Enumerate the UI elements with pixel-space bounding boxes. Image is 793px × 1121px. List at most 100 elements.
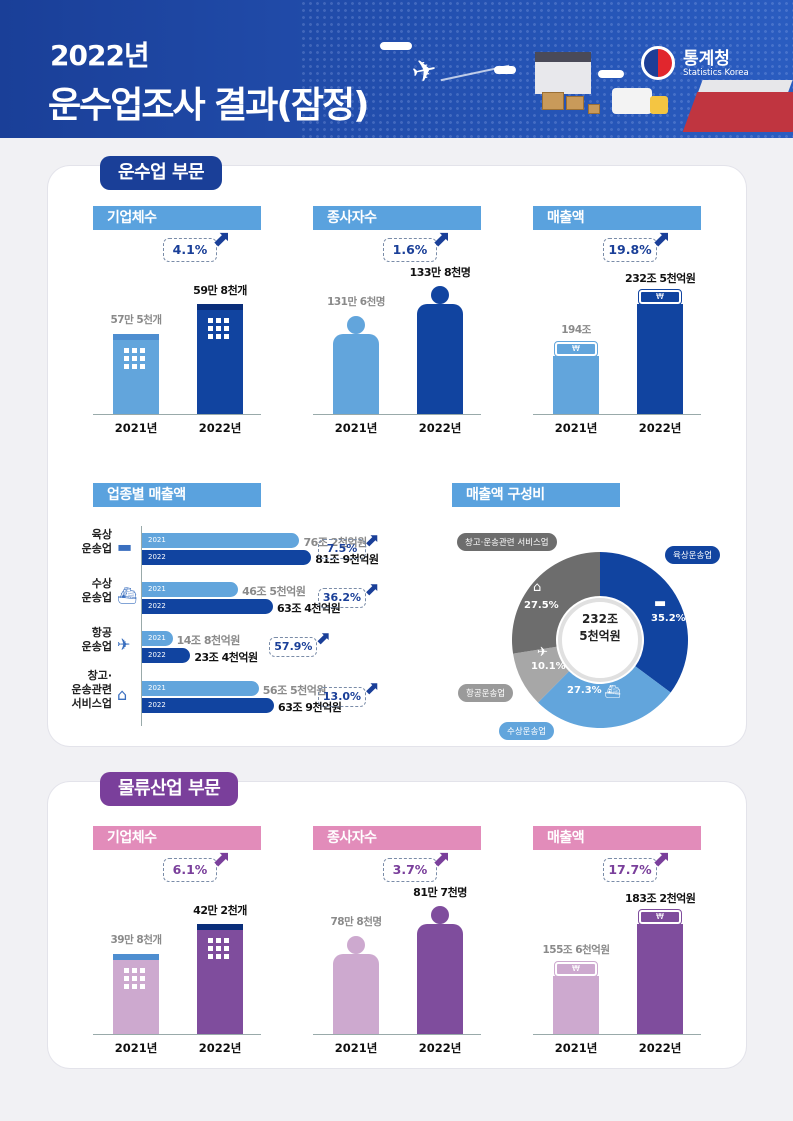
value-2022: 59만 8천개 bbox=[193, 284, 247, 297]
hbar-2021: 2021 bbox=[142, 681, 259, 696]
pct-air: 10.1% bbox=[531, 661, 566, 672]
value-2022: 232조 5천억원 bbox=[625, 272, 696, 285]
slice-air bbox=[513, 646, 570, 703]
warehouse-icon bbox=[535, 52, 591, 94]
industry-name: 항공 운송업 bbox=[81, 626, 112, 653]
bar-year: 2021 bbox=[148, 536, 166, 544]
box-icon bbox=[542, 92, 564, 110]
building-windows-icon bbox=[208, 938, 229, 959]
donut-hole bbox=[558, 598, 642, 682]
year-label: 2021년 bbox=[554, 1041, 598, 1055]
baseline bbox=[313, 1034, 481, 1035]
truck-icon: ▬ bbox=[654, 596, 667, 611]
industry-value-2021: 46조 5천억원 bbox=[242, 585, 306, 598]
up-arrow-icon: ⬈ bbox=[431, 847, 450, 872]
up-arrow-icon: ⬈ bbox=[211, 227, 230, 252]
bar-2022 bbox=[637, 924, 683, 1034]
total-amount-unit: 5천억원 bbox=[579, 629, 621, 643]
building-windows-icon bbox=[124, 968, 145, 989]
slice-warehouse bbox=[512, 552, 600, 654]
bar-2022 bbox=[417, 304, 463, 414]
logo-korean: 통계청 bbox=[683, 49, 730, 69]
hbar-2022: 2022 bbox=[142, 550, 312, 565]
metric-title: 종사자수 bbox=[313, 206, 481, 230]
industry-growth-badge: 57.9% ⬈ bbox=[269, 628, 330, 657]
growth-rate: 17.7% bbox=[608, 862, 652, 877]
up-arrow-icon: ⬈ bbox=[211, 847, 230, 872]
bar-year: 2022 bbox=[148, 553, 166, 561]
growth-rate-badge: 17.7% ⬈ bbox=[603, 849, 670, 882]
value-2021: 39만 8천개 bbox=[110, 934, 162, 946]
cloud-icon bbox=[380, 42, 412, 50]
up-arrow-icon: ⬈ bbox=[651, 847, 670, 872]
industry-axis bbox=[141, 526, 142, 726]
taegeuk-icon bbox=[641, 46, 675, 80]
person-head-icon bbox=[347, 316, 365, 334]
growth-rate: 3.7% bbox=[392, 862, 428, 877]
airplane-icon: ✈ bbox=[537, 645, 548, 660]
value-2022: 133만 8천명 bbox=[409, 266, 471, 279]
value-2021: 194조 bbox=[561, 324, 591, 336]
slice-land bbox=[600, 552, 688, 693]
hbar-2022: 2022 bbox=[142, 599, 274, 614]
metric-title: 기업체수 bbox=[93, 826, 261, 850]
bar-year: 2021 bbox=[148, 634, 166, 642]
pct-warehouse: 27.5% bbox=[524, 600, 559, 611]
industry-growth-rate: 7.5% bbox=[326, 542, 358, 555]
baseline bbox=[93, 414, 261, 415]
up-arrow-icon: ⬈ bbox=[363, 530, 379, 551]
truck-cab-icon bbox=[650, 96, 668, 114]
ship-icon: ⛴ bbox=[604, 685, 621, 700]
pie-label-warehouse: 창고·운송관련 서비스업 bbox=[457, 533, 557, 551]
person-head-icon bbox=[347, 936, 365, 954]
industry-value-2022: 63조 4천억원 bbox=[277, 602, 341, 615]
industry-value-2021: 56조 5천억원 bbox=[262, 684, 327, 697]
hbar-2021: 2021 bbox=[142, 582, 239, 597]
industry-name: 수상 운송업 bbox=[81, 577, 112, 604]
bar-year: 2021 bbox=[148, 684, 166, 692]
hbar-2022: 2022 bbox=[142, 648, 191, 663]
metric-title: 매출액 bbox=[533, 826, 701, 850]
baseline bbox=[313, 414, 481, 415]
box-icon bbox=[588, 104, 600, 114]
value-2021: 78만 8천명 bbox=[330, 916, 382, 928]
year-label: 2021년 bbox=[334, 1041, 378, 1055]
transport-section-label: 운수업 부문 bbox=[100, 156, 223, 190]
box-icon bbox=[566, 96, 584, 110]
hbar-2021: 2021 bbox=[142, 631, 173, 646]
year-label: 2022년 bbox=[638, 421, 682, 435]
industry-name: 창고· 운송관련 서비스업 bbox=[71, 669, 112, 710]
ship-icon bbox=[682, 92, 793, 132]
warehouse-icon: ⌂ bbox=[117, 685, 128, 704]
industry-section-title: 업종별 매출액 bbox=[93, 483, 261, 507]
person-head-icon bbox=[431, 906, 449, 924]
baseline bbox=[533, 414, 701, 415]
industry-growth-rate: 57.9% bbox=[274, 640, 313, 653]
bar-2022 bbox=[637, 304, 683, 414]
won-coin-icon: ₩ bbox=[554, 961, 598, 977]
bar-year: 2022 bbox=[148, 602, 166, 610]
slice-water bbox=[538, 666, 671, 728]
hbar-2021: 2021 bbox=[142, 533, 300, 548]
up-arrow-icon: ⬈ bbox=[315, 628, 331, 649]
truck-icon: ▬ bbox=[117, 537, 133, 556]
donut-center-total: 232조 5천억원 bbox=[560, 611, 640, 645]
growth-rate: 19.8% bbox=[608, 242, 652, 257]
person-head-icon bbox=[431, 286, 449, 304]
pct-land: 35.2% bbox=[651, 613, 686, 624]
cloud-icon bbox=[494, 66, 516, 74]
pie-label-land: 육상운송업 bbox=[665, 546, 721, 564]
logo-english: Statistics Korea bbox=[683, 68, 749, 78]
bar-2021 bbox=[333, 954, 379, 1034]
industry-value-2021: 14조 8천억원 bbox=[176, 634, 241, 647]
bar-2021 bbox=[113, 954, 159, 1034]
bar-year: 2022 bbox=[148, 651, 166, 659]
industry-growth-rate: 36.2% bbox=[322, 591, 362, 604]
title-year: 2022년 bbox=[50, 39, 150, 72]
value-2022: 81만 7천명 bbox=[413, 886, 467, 899]
header-banner: 2022년 운수업조사 결과(잠정) ✈ 통계청 Statistics Kore… bbox=[0, 0, 793, 138]
industry-growth-badge: 7.5% ⬈ bbox=[318, 530, 379, 559]
cloud-icon bbox=[598, 70, 624, 78]
total-amount: 232조 bbox=[581, 612, 619, 626]
composition-donut-chart bbox=[512, 552, 688, 728]
